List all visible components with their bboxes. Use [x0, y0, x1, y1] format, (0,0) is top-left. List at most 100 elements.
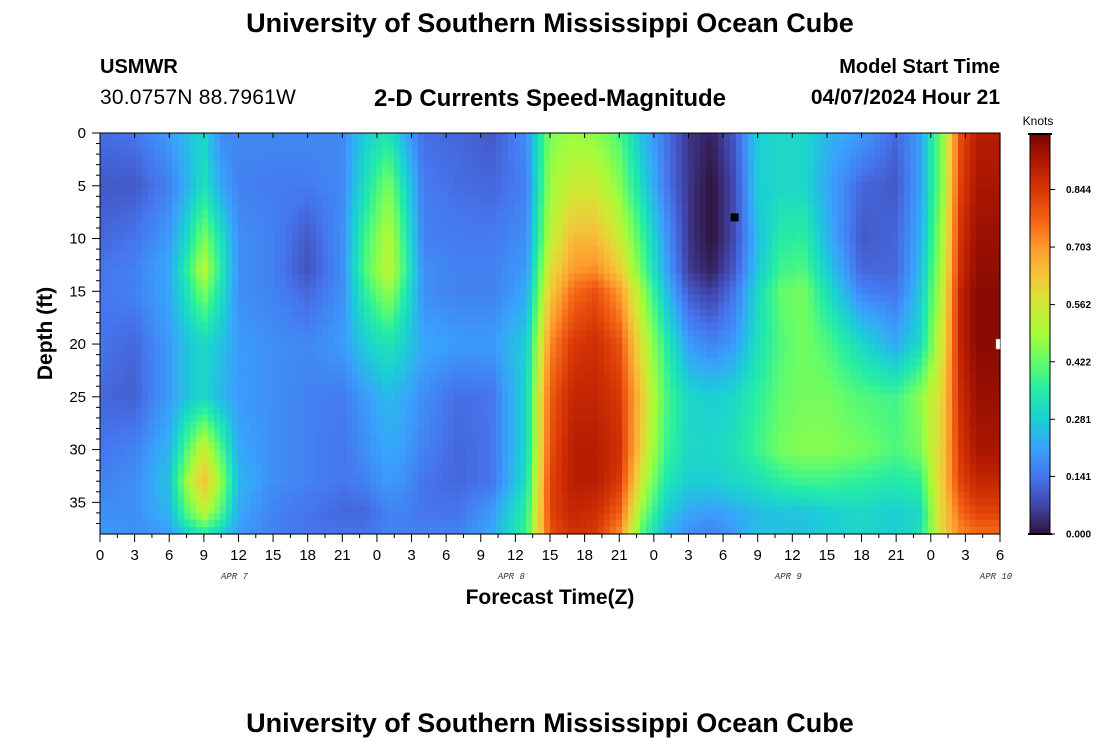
- heatmap-cell: [340, 140, 347, 148]
- heatmap-cell: [682, 315, 689, 324]
- heatmap-cell: [490, 266, 497, 275]
- heatmap-cell: [982, 280, 989, 289]
- heatmap-cell: [976, 245, 983, 254]
- heatmap-cell: [412, 280, 419, 289]
- heatmap-cell: [502, 308, 509, 317]
- heatmap-cell: [148, 231, 155, 240]
- heatmap-cell: [538, 273, 545, 282]
- heatmap-cell: [292, 259, 299, 268]
- heatmap-cell: [868, 224, 875, 233]
- heatmap-cell: [316, 210, 323, 219]
- heatmap-cell: [940, 231, 947, 240]
- heatmap-cell: [382, 329, 389, 338]
- heatmap-cell: [910, 161, 917, 169]
- heatmap-cell: [778, 175, 785, 183]
- heatmap-cell: [154, 238, 161, 247]
- heatmap-cell: [280, 315, 287, 324]
- heatmap-cell: [826, 175, 833, 183]
- heatmap-cell: [460, 266, 467, 275]
- heatmap-cell: [622, 259, 629, 268]
- heatmap-cell: [472, 280, 479, 289]
- heatmap-cell: [238, 217, 245, 226]
- heatmap-cell: [856, 329, 863, 338]
- heatmap-cell: [610, 147, 617, 155]
- heatmap-cell: [226, 287, 233, 296]
- heatmap-cell: [940, 238, 947, 247]
- heatmap-cell: [106, 133, 113, 141]
- heatmap-cell: [274, 344, 281, 352]
- heatmap-cell: [826, 224, 833, 233]
- heatmap-cell: [244, 337, 251, 345]
- heatmap-cell: [904, 154, 911, 162]
- heatmap-cell: [796, 252, 803, 261]
- heatmap-cell: [298, 147, 305, 155]
- heatmap-cell: [106, 351, 113, 359]
- heatmap-cell: [172, 238, 179, 247]
- heatmap-cell: [424, 329, 431, 338]
- heatmap-cell: [580, 231, 587, 240]
- heatmap-cell: [886, 196, 893, 204]
- heatmap-cell: [916, 322, 923, 331]
- heatmap-cell: [544, 196, 551, 204]
- heatmap-cell: [136, 245, 143, 254]
- heatmap-cell: [898, 266, 905, 275]
- heatmap-cell: [676, 351, 683, 359]
- heatmap-cell: [286, 217, 293, 226]
- heatmap-cell: [886, 308, 893, 317]
- heatmap-cell: [880, 337, 887, 345]
- heatmap-cell: [292, 337, 299, 345]
- heatmap-cell: [670, 358, 677, 366]
- heatmap-cell: [670, 147, 677, 155]
- heatmap-cell: [190, 210, 197, 219]
- heatmap-cell: [760, 154, 767, 162]
- heatmap-cell: [772, 154, 779, 162]
- heatmap-cell: [118, 175, 125, 183]
- heatmap-cell: [982, 161, 989, 169]
- heatmap-cell: [844, 308, 851, 317]
- heatmap-cell: [562, 273, 569, 282]
- heatmap-cell: [898, 329, 905, 338]
- heatmap-cell: [880, 210, 887, 219]
- heatmap-cell: [406, 273, 413, 282]
- heatmap-cell: [706, 147, 713, 155]
- heatmap-cell: [796, 280, 803, 289]
- heatmap-cell: [478, 217, 485, 226]
- heatmap-cell: [664, 337, 671, 345]
- heatmap-cell: [790, 189, 797, 197]
- heatmap-cell: [760, 259, 767, 268]
- heatmap-cell: [934, 231, 941, 240]
- heatmap-cell: [292, 245, 299, 254]
- heatmap-cell: [940, 210, 947, 219]
- heatmap-cell: [436, 344, 443, 352]
- heatmap-cell: [358, 245, 365, 254]
- heatmap-cell: [508, 252, 515, 261]
- heatmap-cell: [400, 189, 407, 197]
- heatmap-cell: [982, 358, 989, 366]
- heatmap-cell: [214, 266, 221, 275]
- heatmap-cell: [226, 231, 233, 240]
- heatmap-cell: [670, 217, 677, 226]
- heatmap-cell: [286, 358, 293, 366]
- heatmap-cell: [892, 175, 899, 183]
- heatmap-cell: [358, 252, 365, 261]
- heatmap-cell: [490, 196, 497, 204]
- heatmap-cell: [472, 322, 479, 331]
- heatmap-cell: [664, 133, 671, 141]
- heatmap-cell: [130, 315, 137, 324]
- heatmap-cell: [154, 337, 161, 345]
- heatmap-cell: [688, 203, 695, 211]
- heatmap-cell: [832, 189, 839, 197]
- heatmap-cell: [100, 365, 107, 373]
- heatmap-cell: [256, 147, 263, 155]
- heatmap-cell: [856, 294, 863, 303]
- heatmap-cell: [520, 273, 527, 282]
- heatmap-cell: [388, 351, 395, 359]
- heatmap-cell: [664, 182, 671, 190]
- heatmap-cell: [250, 365, 257, 373]
- heatmap-cell: [244, 266, 251, 275]
- heatmap-cell: [730, 231, 737, 240]
- heatmap-cell: [352, 168, 359, 176]
- heatmap-cell: [904, 294, 911, 303]
- heatmap-cell: [268, 351, 275, 359]
- heatmap-cell: [730, 175, 737, 183]
